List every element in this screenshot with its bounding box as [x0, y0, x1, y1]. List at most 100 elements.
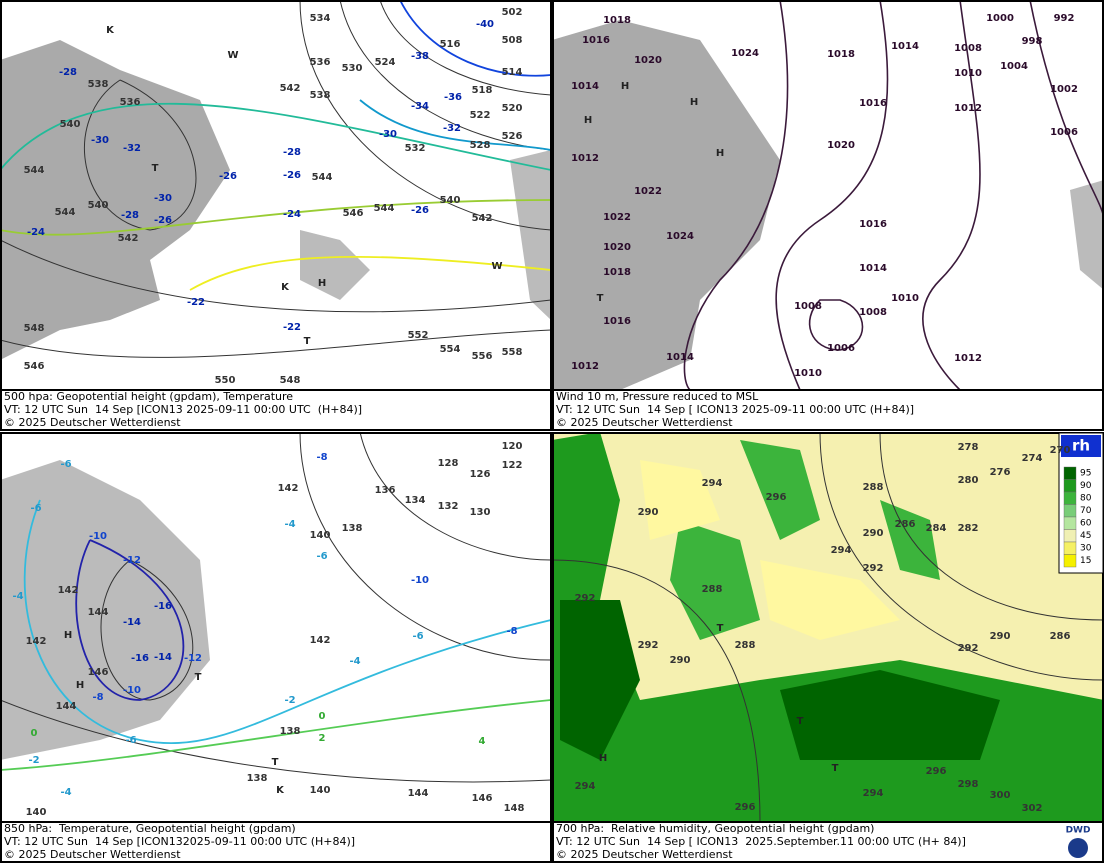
caption-copyright: © 2025 Deutscher Wetterdienst	[556, 416, 733, 429]
caption-valid-time: VT: 12 UTC Sun 14 Sep [ ICON13 2025.Sept…	[556, 835, 966, 848]
legend-swatch	[1063, 554, 1077, 568]
temperature-label: -10	[123, 685, 141, 696]
contour-label: 270	[1050, 445, 1071, 456]
pressure-symbol: T	[304, 336, 311, 347]
temperature-label: 0	[319, 711, 326, 722]
caption-valid-time: VT: 12 UTC Sun 14 Sep [ICON132025-09-11 …	[4, 835, 355, 848]
contour-label: 518	[472, 85, 493, 96]
pressure-symbol: H	[584, 115, 592, 126]
contour-label: 136	[375, 485, 396, 496]
pressure-symbol: H	[64, 630, 72, 641]
contour-label: 146	[472, 793, 493, 804]
contour-label: 292	[958, 643, 979, 654]
legend-label: 60	[1080, 519, 1092, 529]
temperature-label: -26	[219, 171, 237, 182]
contour-label: 286	[1050, 631, 1071, 642]
temperature-label: -28	[59, 67, 77, 78]
contour-label: 122	[502, 460, 523, 471]
contour-label: 130	[470, 507, 491, 518]
contour-label: 520	[502, 103, 523, 114]
contour-label: 134	[405, 495, 426, 506]
caption-title: Wind 10 m, Pressure reduced to MSL	[556, 390, 759, 403]
contour-label: 542	[280, 83, 301, 94]
contour-label: 1016	[859, 98, 887, 109]
contour-label: 278	[958, 442, 979, 453]
pressure-symbol: H	[599, 753, 607, 764]
contour-label: 140	[310, 530, 331, 541]
temperature-label: -8	[92, 692, 103, 703]
contour-label: 1018	[603, 15, 631, 26]
pressure-symbol: T	[717, 623, 724, 634]
legend-label: 95	[1080, 469, 1091, 479]
caption-valid-time: VT: 12 UTC Sun 14 Sep [ ICON13 2025-09-1…	[556, 403, 914, 416]
contour-label: 1008	[954, 43, 982, 54]
contour-label: 542	[118, 233, 139, 244]
temperature-label: -26	[283, 170, 301, 181]
rh-field	[640, 460, 900, 640]
contour-label: 290	[638, 507, 659, 518]
temperature-label: -30	[91, 135, 109, 146]
contour-label: 1024	[731, 48, 759, 59]
pressure-symbol: K	[276, 785, 285, 796]
contour-label: 554	[440, 344, 461, 355]
rh-field	[560, 600, 1000, 760]
land	[1070, 180, 1104, 290]
contour-label: 548	[24, 323, 45, 334]
contour-label: 144	[56, 701, 77, 712]
legend-label: 30	[1080, 544, 1092, 554]
temperature-label: -28	[283, 147, 301, 158]
isotherms	[0, 0, 552, 771]
contour-label: 1024	[666, 231, 694, 242]
contour-label: 292	[638, 640, 659, 651]
temperature-label: 4	[479, 736, 486, 747]
contour-label: 534	[310, 13, 331, 24]
contour-label: 540	[60, 119, 81, 130]
contour-label: 1010	[891, 293, 919, 304]
contour-label: 1012	[954, 353, 982, 364]
temperature-label: -14	[123, 617, 141, 628]
contour-label: 142	[26, 636, 47, 647]
contour-label: 1014	[891, 41, 919, 52]
contour-label: 1016	[603, 316, 631, 327]
contour-label: 146	[88, 667, 109, 678]
temperature-label: -6	[125, 735, 136, 746]
contour-label: 548	[280, 375, 301, 386]
contour-label: 1012	[571, 361, 599, 372]
land	[0, 40, 230, 360]
contour-label: 120	[502, 441, 523, 452]
temperature-label: -36	[444, 92, 462, 103]
temperature-label: -12	[123, 555, 141, 566]
contour-label: 542	[472, 213, 493, 224]
contour-label: 292	[575, 593, 596, 604]
temperature-label: -6	[30, 503, 41, 514]
contour-label: 1004	[1000, 61, 1028, 72]
pressure-symbol: H	[621, 81, 629, 92]
contour-label: 294	[702, 478, 723, 489]
pressure-symbol: T	[195, 672, 202, 683]
contour-label: 998	[1022, 36, 1043, 47]
pressure-symbol: W	[227, 50, 238, 61]
contour-label: 544	[312, 172, 333, 183]
temperature-label: -4	[60, 787, 71, 798]
contour-label: 126	[470, 469, 491, 480]
caption-title: 850 hPa: Temperature, Geopotential heigh…	[4, 822, 296, 835]
temperature-label: -14	[154, 652, 172, 663]
contour-label: 294	[831, 545, 852, 556]
rh-field	[670, 440, 940, 640]
contour-label: 280	[958, 475, 979, 486]
temperature-label: -30	[154, 193, 172, 204]
land	[552, 20, 780, 390]
pressure-symbol: T	[797, 716, 804, 727]
legend-label: 90	[1080, 481, 1092, 491]
legend-swatch	[1063, 479, 1077, 493]
contour-label: 294	[863, 788, 884, 799]
contour-label: 290	[863, 528, 884, 539]
legend-label: 70	[1080, 506, 1092, 516]
contour-label: 522	[470, 110, 491, 121]
temperature-label: -4	[12, 591, 23, 602]
contour-label: 294	[575, 781, 596, 792]
logo-mark	[1068, 838, 1088, 858]
contour-label: 544	[55, 207, 76, 218]
caption-title: 700 hPa: Relative humidity, Geopotential…	[556, 822, 874, 835]
